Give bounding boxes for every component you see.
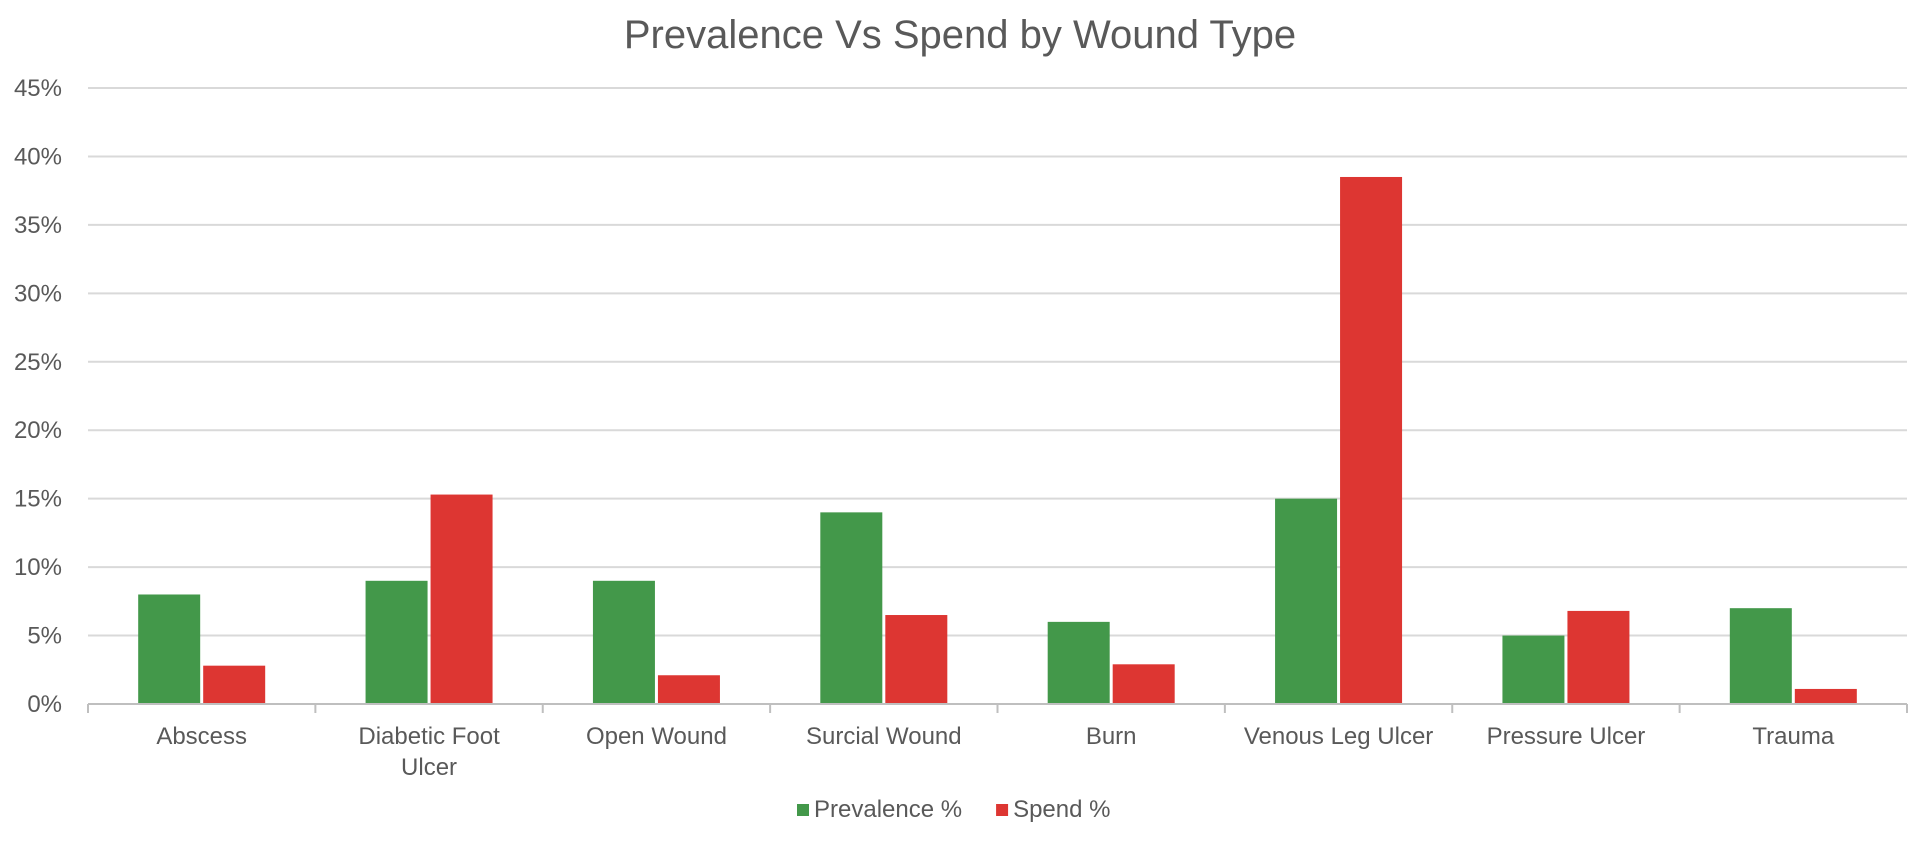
bar-prevalence	[592, 580, 655, 704]
bar-spend	[1567, 610, 1630, 704]
gridlines	[88, 87, 1907, 637]
bars	[138, 176, 1857, 704]
bar-spend	[1340, 176, 1403, 704]
legend-label: Spend %	[1013, 796, 1110, 823]
y-tick-label: 45%	[14, 75, 62, 102]
x-category-label: Burn	[1086, 723, 1137, 750]
y-tick-label: 10%	[14, 554, 62, 581]
legend: Prevalence % Spend %	[797, 796, 1110, 823]
bar-prevalence	[1047, 621, 1110, 704]
x-category-label: Trauma	[1752, 723, 1834, 750]
y-tick-label: 0%	[27, 691, 62, 718]
y-tick-label: 35%	[14, 212, 62, 239]
y-tick-label: 40%	[14, 143, 62, 170]
bar-spend	[430, 494, 493, 704]
bar-prevalence	[1275, 498, 1338, 704]
y-axis-ticks: 0% 5% 10% 15% 20% 25% 30% 35% 40% 45%	[14, 75, 62, 718]
legend-swatch	[996, 804, 1009, 816]
bar-spend	[1112, 664, 1175, 704]
x-category-label: Surcial Wound	[806, 723, 962, 750]
bar-spend	[885, 615, 948, 704]
legend-label: Prevalence %	[814, 796, 962, 823]
legend-swatch	[797, 804, 809, 816]
bar-spend	[203, 665, 266, 704]
x-category-label: Pressure Ulcer	[1487, 723, 1646, 750]
y-tick-label: 30%	[14, 280, 62, 307]
x-axis: Abscess Diabetic Foot Ulcer Open Wound Surci…	[87, 703, 1908, 781]
bar-prevalence	[820, 512, 883, 704]
y-tick-label: 5%	[27, 623, 62, 650]
bar-prevalence	[1729, 608, 1792, 704]
bar-spend	[657, 675, 720, 704]
y-tick-label: 25%	[14, 349, 62, 376]
x-category-label: Ulcer	[401, 754, 457, 781]
x-category-label: Open Wound	[586, 723, 727, 750]
bar-prevalence	[365, 580, 428, 704]
bar-prevalence	[138, 594, 201, 704]
chart-title: Prevalence Vs Spend by Wound Type	[624, 13, 1296, 57]
bar-prevalence	[1502, 635, 1565, 704]
bar-spend	[1794, 688, 1857, 704]
y-tick-label: 15%	[14, 486, 62, 513]
x-category-label: Venous Leg Ulcer	[1244, 723, 1433, 750]
x-category-label: Diabetic Foot	[358, 723, 500, 750]
y-tick-label: 20%	[14, 417, 62, 444]
x-category-label: Abscess	[156, 723, 247, 750]
